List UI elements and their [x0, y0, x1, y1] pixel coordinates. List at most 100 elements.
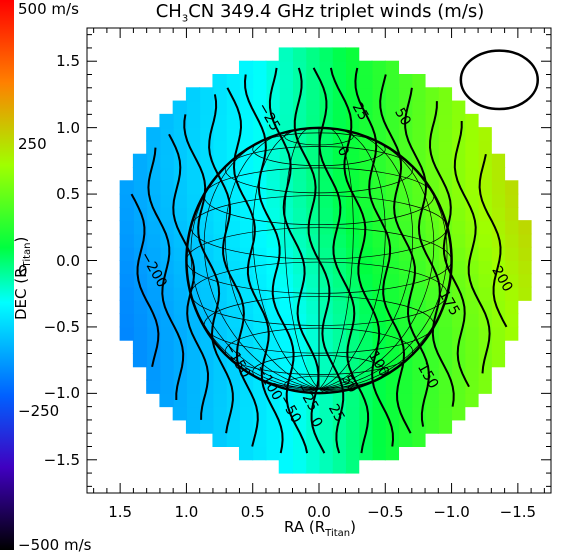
wind-pixel — [172, 193, 187, 208]
x-tick-label: 0.5 — [240, 503, 265, 521]
wind-pixel — [172, 127, 187, 142]
wind-pixel — [225, 220, 240, 235]
wind-pixel — [252, 273, 267, 288]
wind-pixel — [252, 74, 267, 89]
wind-pixel — [305, 87, 320, 102]
wind-pixel — [371, 206, 386, 222]
wind-pixel — [305, 299, 320, 315]
wind-pixel — [278, 47, 293, 62]
wind-pixel — [119, 326, 134, 341]
wind-pixel — [411, 313, 426, 328]
wind-pixel — [265, 446, 280, 461]
wind-pixel — [119, 299, 134, 315]
wind-pixel — [451, 167, 466, 182]
wind-pixel — [305, 339, 320, 354]
x-tick-label: −1.5 — [499, 503, 537, 521]
wind-pixel — [464, 286, 479, 301]
wind-pixel — [185, 100, 201, 115]
wind-pixel — [464, 366, 479, 381]
wind-pixel — [132, 167, 148, 182]
contour-line — [428, 101, 470, 388]
wind-pixel — [331, 74, 347, 89]
wind-pixel — [398, 180, 413, 195]
wind-pixel — [345, 220, 360, 235]
contour-line — [453, 121, 491, 374]
wind-pixel — [159, 392, 174, 408]
wind-pixel — [358, 326, 373, 341]
wind-pixel — [225, 180, 240, 195]
wind-pixel — [398, 392, 413, 408]
wind-pixel — [358, 419, 373, 434]
wind-pixel — [464, 313, 479, 328]
wind-pixel — [477, 206, 492, 222]
wind-pixel — [331, 313, 347, 328]
wind-pixel — [318, 193, 333, 208]
wind-pixel — [437, 313, 453, 328]
y-tick-label: −1.5 — [43, 450, 80, 469]
wind-pixel — [291, 167, 307, 182]
wind-pixel — [384, 379, 400, 394]
wind-pixel — [225, 74, 240, 89]
wind-pixel — [411, 299, 426, 315]
wind-pixel — [318, 233, 333, 248]
wind-pixel — [424, 406, 439, 421]
x-tick-label: −1.0 — [433, 503, 470, 521]
wind-pixel — [424, 140, 439, 155]
wind-pixel — [305, 273, 320, 288]
wind-pixel — [451, 313, 466, 328]
colorbar-label-neg250: −250 — [18, 402, 60, 420]
wind-pixel — [212, 220, 227, 235]
wind-pixel — [212, 379, 227, 394]
wind-pixel — [238, 432, 254, 447]
wind-pixel — [278, 273, 293, 288]
wind-pixel — [371, 100, 386, 115]
wind-pixel — [318, 313, 333, 328]
wind-pixel — [411, 366, 426, 381]
wind-pixel — [384, 60, 400, 75]
wind-pixel — [464, 140, 479, 155]
wind-pixel — [345, 167, 360, 182]
wind-pixel — [437, 113, 453, 129]
wind-pixel — [305, 74, 320, 89]
meridian-line — [284, 127, 320, 390]
wind-pixel — [477, 273, 492, 288]
wind-pixel — [172, 379, 187, 394]
wind-pixel — [411, 392, 426, 408]
wind-pixel — [225, 313, 240, 328]
wind-pixel — [199, 406, 214, 421]
wind-pixel — [424, 392, 439, 408]
wind-pixel — [132, 286, 148, 301]
wind-pixel — [212, 153, 227, 168]
wind-pixel — [278, 100, 293, 115]
wind-pixel — [238, 446, 254, 461]
wind-pixel — [132, 353, 148, 368]
wind-pixel — [451, 379, 466, 394]
wind-pixel — [358, 87, 373, 102]
wind-pixel — [305, 246, 320, 261]
wind-pixel — [225, 299, 240, 315]
wind-pixel — [291, 74, 307, 89]
wind-pixel — [238, 233, 254, 248]
y-tick-label: 0.0 — [56, 251, 80, 270]
wind-pixel — [318, 220, 333, 235]
wind-pixel — [490, 153, 506, 168]
wind-pixel — [384, 446, 400, 461]
wind-pixel — [212, 127, 227, 142]
wind-pixel — [172, 206, 187, 222]
wind-pixel — [291, 406, 307, 421]
wind-pixel — [238, 313, 254, 328]
meridian-line — [318, 127, 354, 390]
wind-pixel — [477, 220, 492, 235]
wind-pixel — [345, 273, 360, 288]
wind-pixel — [384, 220, 400, 235]
wind-pixel — [212, 392, 227, 408]
wind-pixel — [132, 180, 148, 195]
wind-pixel — [398, 260, 413, 275]
wind-pixel — [464, 353, 479, 368]
wind-pixel — [411, 379, 426, 394]
wind-pixel — [451, 206, 466, 222]
x-tick-label: 0.0 — [307, 503, 331, 521]
x-axis-label: RA (RTitan) — [284, 518, 356, 539]
wind-pixel — [172, 246, 187, 261]
wind-pixel — [172, 406, 187, 421]
